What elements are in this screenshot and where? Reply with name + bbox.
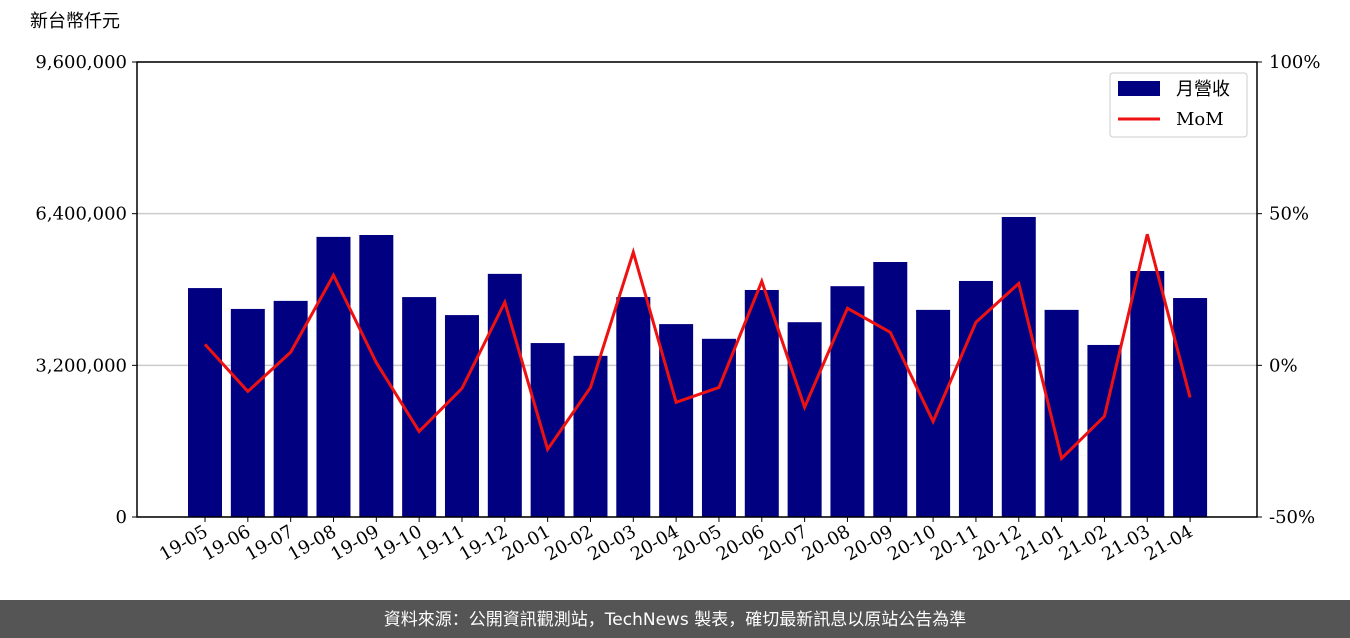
plot-frame [136,61,1258,518]
unit-label: 新台幣仟元 [30,11,120,32]
legend-label: MoM [1176,109,1224,130]
x-tick-label: 19-08 [285,521,340,565]
bar [359,234,394,517]
x-tick-label: 20-12 [970,521,1025,565]
x-tick-label: 20-04 [627,521,682,565]
x-tick-label: 21-02 [1055,521,1110,565]
legend-label: 月營收 [1176,79,1230,100]
mom-line [203,233,1192,462]
y2-tick-label: 100% [1269,52,1320,73]
bar [744,289,779,517]
x-tick-label: 19-10 [370,521,425,565]
bar [616,297,651,517]
y-tick-label: 3,200,000 [35,355,127,376]
bar [1173,298,1208,517]
x-tick-label: 21-01 [1013,521,1068,565]
bar [316,236,351,517]
bar [787,322,822,517]
bar [230,308,265,517]
footer: 資料來源：公開資訊觀測站，TechNews 製表，確切最新訊息以原站公告為準 [384,610,966,630]
legend-swatch [1118,81,1160,96]
bar [188,288,222,517]
bar [916,309,951,517]
bar [873,262,908,517]
x-tick-label: 19-05 [156,521,211,565]
bar [958,280,993,517]
x-tick-label: 19-09 [327,521,382,565]
x-tick-label: 20-07 [756,521,811,565]
bar [830,286,865,517]
x-tick-label: 20-11 [927,521,982,565]
x-tick-label: 20-10 [884,521,939,565]
x-tick-label: 20-01 [499,521,554,565]
x-tick-label: 19-07 [242,521,297,565]
footer-bar [0,600,1350,638]
bar [444,315,479,517]
x-tick-label: 21-03 [1098,521,1153,565]
bar [487,273,522,517]
bar [1001,216,1036,517]
y2-tick-label: 0% [1269,355,1298,376]
x-tick-label: 20-08 [799,521,854,565]
x-tick-label: 20-02 [542,521,597,565]
x-tick-label: 20-06 [713,521,768,565]
x-tick-label: 21-04 [1141,521,1196,565]
x-tick-label: 19-06 [199,521,254,565]
bar [1130,271,1165,517]
x-tick-label: 20-05 [670,521,725,565]
bar [659,324,694,517]
bar [530,343,565,517]
bar [573,355,608,517]
x-tick-label: 19-12 [456,521,511,565]
y-tick-label: 6,400,000 [35,204,127,225]
x-tick-label: 20-03 [584,521,639,565]
y2-tick-label: 50% [1269,204,1309,225]
bar [402,297,437,517]
x-tick-label: 19-11 [413,521,468,565]
bar [701,338,736,517]
x-tick-label: 20-09 [841,521,896,565]
y-tick-label: 0 [116,507,127,528]
y2-tick-label: -50% [1269,507,1315,528]
bar [273,300,308,517]
y-tick-label: 9,600,000 [35,52,127,73]
